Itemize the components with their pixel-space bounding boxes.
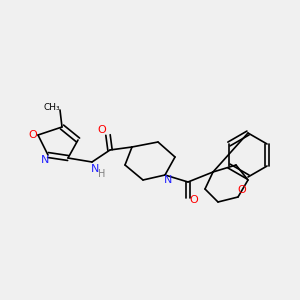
Text: N: N <box>41 155 49 165</box>
Text: O: O <box>190 195 198 205</box>
Text: N: N <box>91 164 99 174</box>
Text: O: O <box>98 125 106 135</box>
Text: O: O <box>238 185 246 195</box>
Text: H: H <box>98 169 106 179</box>
Text: O: O <box>28 130 38 140</box>
Text: N: N <box>164 175 172 185</box>
Text: CH₃: CH₃ <box>44 103 60 112</box>
